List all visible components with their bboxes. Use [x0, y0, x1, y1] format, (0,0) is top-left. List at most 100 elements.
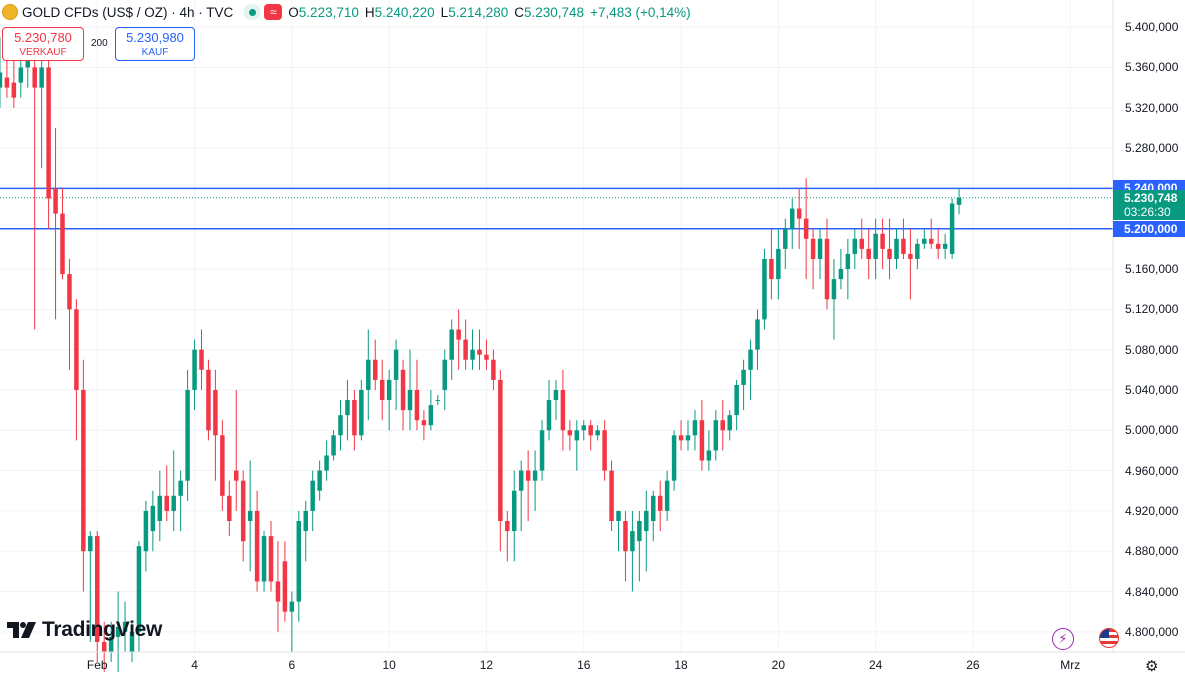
candle: [539, 420, 545, 481]
candle-body: [935, 243, 941, 249]
candle: [393, 339, 399, 411]
candle: [873, 218, 878, 280]
candle-body: [762, 258, 767, 320]
candle-body: [880, 233, 885, 249]
wave-icon[interactable]: ≈: [264, 4, 283, 20]
candle-body: [484, 354, 489, 360]
buy-button[interactable]: 5.230,980 KAUF: [115, 27, 195, 61]
spread-value: 200: [91, 38, 108, 49]
candle-body: [644, 510, 649, 532]
candle-body: [11, 82, 17, 98]
candle: [491, 349, 496, 390]
candle-body: [213, 389, 218, 436]
candle: [254, 490, 260, 592]
candle: [776, 228, 781, 300]
price-tick-label: 5.000,000: [1125, 423, 1179, 438]
candle-body: [373, 359, 378, 380]
candle: [790, 198, 795, 249]
candle-body: [678, 435, 684, 441]
candle-body: [810, 238, 816, 259]
sell-label: VERKAUF: [19, 47, 67, 58]
candle-body: [303, 510, 308, 532]
candle: [762, 248, 767, 330]
candle: [129, 621, 135, 663]
lower-line-price-tag[interactable]: 5.200,000: [1113, 220, 1185, 237]
candle-body: [115, 626, 121, 637]
candle-body: [769, 258, 774, 280]
candle: [442, 349, 447, 411]
price-tick-label: 4.920,000: [1125, 503, 1179, 518]
candle: [637, 510, 642, 582]
candle-body: [171, 495, 176, 511]
candle-body: [852, 238, 858, 254]
candle-body: [498, 379, 503, 521]
candle: [713, 410, 719, 461]
symbol-legend[interactable]: GOLD CFDs (US$ / OZ) · 4h · TVC ≈ O 5.22…: [2, 2, 697, 22]
time-tick-label: 12: [479, 658, 494, 672]
candle: [671, 430, 677, 491]
candle-body: [254, 510, 260, 582]
candle-body: [817, 238, 823, 259]
candle: [282, 541, 288, 622]
candle-body: [588, 425, 593, 436]
time-tick-label: Feb: [86, 658, 108, 672]
candle-body: [602, 430, 607, 471]
candle-body: [32, 67, 37, 88]
candle-body: [727, 415, 732, 431]
time-tick-label: 24: [868, 658, 883, 672]
candle-body: [720, 420, 725, 431]
candle: [192, 339, 197, 411]
candle-body: [74, 309, 79, 390]
sell-button[interactable]: 5.230,780 VERKAUF: [2, 27, 84, 61]
candle: [101, 621, 107, 673]
gear-icon[interactable]: ⚙: [1145, 658, 1159, 675]
candle: [664, 470, 670, 521]
bolt-icon[interactable]: ⚡: [1052, 628, 1074, 650]
candle: [39, 47, 44, 169]
tradingview-logo[interactable]: TradingView: [7, 618, 162, 642]
candle-body: [505, 520, 510, 532]
open-label: O: [288, 4, 299, 20]
price-tick-label: 5.120,000: [1125, 302, 1179, 317]
candle-body: [685, 435, 691, 441]
candle-body: [651, 495, 656, 521]
candle: [338, 400, 343, 451]
tradingview-logo-icon: [7, 622, 36, 638]
candle-body: [630, 531, 635, 552]
candle: [824, 218, 830, 310]
candle: [644, 490, 649, 572]
candle-body: [713, 420, 719, 451]
candle: [435, 395, 441, 406]
candle: [581, 420, 586, 441]
candle: [477, 329, 482, 370]
candle: [956, 188, 962, 215]
change-value: +7,483 (+0,14%): [590, 4, 691, 20]
horizontal-price-lines[interactable]: [0, 187, 1113, 230]
candle: [692, 410, 698, 451]
candle: [81, 359, 86, 592]
candle-body: [88, 536, 93, 552]
price-tick-label: 4.960,000: [1125, 463, 1179, 478]
us-flag-icon[interactable]: [1099, 628, 1119, 648]
symbol-title[interactable]: GOLD CFDs (US$ / OZ) · 4h · TVC: [22, 4, 234, 20]
candle-body: [268, 536, 274, 582]
time-tick-label: 6: [288, 658, 296, 672]
time-tick-label: 18: [674, 658, 688, 672]
candle-body: [532, 470, 538, 481]
candle-body: [783, 228, 788, 249]
candle-body: [915, 243, 920, 259]
candle-body: [699, 420, 705, 461]
candle-body: [122, 621, 128, 632]
candle-body: [247, 510, 253, 521]
candle-body: [400, 369, 406, 411]
candle: [303, 500, 308, 562]
candle-body: [4, 77, 10, 88]
candle: [616, 510, 621, 552]
candle: [199, 329, 204, 390]
candle: [546, 379, 552, 441]
candle: [769, 228, 774, 300]
low-label: L: [440, 4, 449, 20]
candle-body: [525, 470, 531, 481]
candle: [470, 329, 475, 370]
